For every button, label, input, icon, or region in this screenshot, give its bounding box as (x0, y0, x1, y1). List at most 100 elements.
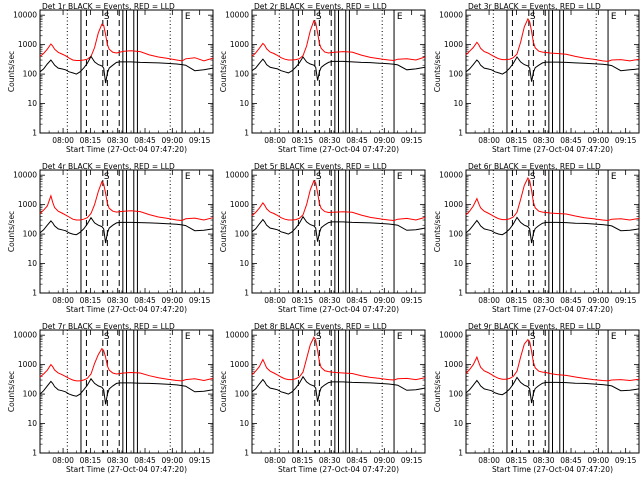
series-line-events (465, 56, 640, 82)
y-axis-label: Counts/sec (219, 371, 228, 412)
x-tick-label: 08:00 (264, 136, 286, 145)
start-marker-label: S (530, 12, 536, 22)
y-tick-label: 10 (27, 99, 37, 108)
series-line-lld (39, 23, 214, 62)
x-tick-label: 08:00 (52, 296, 74, 305)
y-tick-label: 1 (458, 449, 463, 458)
start-marker-label: S (104, 12, 110, 22)
series-line-lld (39, 180, 214, 222)
end-marker-label: E (611, 172, 617, 182)
y-tick-label: 10000 (225, 11, 249, 20)
x-tick-label: 09:15 (401, 456, 423, 465)
x-tick-label: 08:15 (292, 456, 314, 465)
x-tick-label: 08:45 (134, 136, 156, 145)
panel-det-4r: Det 4r BLACK = Events, RED = LLD 1 10 100 10… (7, 162, 214, 314)
y-tick-label: 100 (23, 70, 38, 79)
y-tick-label: 100 (449, 390, 464, 399)
series-line-events (465, 376, 640, 404)
end-marker-label: E (185, 332, 191, 342)
panel-title: Det 6r BLACK = Events, RED = LLD (468, 162, 601, 171)
y-tick-label: 1000 (18, 200, 37, 209)
y-tick-label: 1 (244, 289, 249, 298)
y-tick-label: 10000 (225, 331, 249, 340)
x-axis-label: Start Time (27-Oct-04 07:47:20) (492, 305, 613, 314)
panel-det-1r: Det 1r BLACK = Events, RED = LLD 1 10 100 10… (7, 2, 214, 154)
x-tick-label: 08:30 (533, 136, 555, 145)
y-tick-label: 1000 (444, 200, 463, 209)
series-line-events (251, 215, 426, 242)
x-tick-label: 08:15 (80, 456, 102, 465)
y-tick-label: 10 (453, 259, 463, 268)
y-tick-label: 10 (239, 259, 249, 268)
start-marker-label: S (104, 172, 110, 182)
x-axis-label: Start Time (27-Oct-04 07:47:20) (492, 145, 613, 154)
y-axis-label: Counts/sec (219, 211, 228, 252)
x-tick-label: 09:00 (374, 456, 396, 465)
x-tick-label: 08:30 (533, 296, 555, 305)
panel-det-9r: Det 9r BLACK = Events, RED = LLD 1 10 100 10… (433, 322, 640, 474)
y-tick-label: 1000 (18, 360, 37, 369)
y-axis-label: Counts/sec (433, 371, 442, 412)
start-marker-label: S (530, 172, 536, 182)
x-tick-label: 09:00 (588, 456, 610, 465)
panel-title: Det 3r BLACK = Events, RED = LLD (468, 2, 601, 11)
series-line-lld (251, 179, 426, 222)
x-tick-label: 08:30 (107, 456, 129, 465)
x-axis-label: Start Time (27-Oct-04 07:47:20) (278, 465, 399, 474)
y-tick-label: 100 (23, 230, 38, 239)
x-tick-label: 08:00 (52, 136, 74, 145)
x-tick-label: 09:00 (374, 136, 396, 145)
panel-det-5r: Det 5r BLACK = Events, RED = LLD 1 10 100 10… (219, 162, 426, 314)
y-axis-label: Counts/sec (219, 51, 228, 92)
y-tick-label: 1 (32, 449, 37, 458)
x-tick-label: 08:30 (533, 456, 555, 465)
y-tick-label: 10 (453, 419, 463, 428)
x-axis-label: Start Time (27-Oct-04 07:47:20) (278, 305, 399, 314)
end-marker-label: E (397, 332, 403, 342)
x-tick-label: 08:15 (292, 296, 314, 305)
x-tick-label: 08:30 (319, 456, 341, 465)
series-line-lld (465, 338, 640, 382)
start-marker-label: S (316, 332, 322, 342)
y-tick-label: 100 (235, 230, 250, 239)
y-tick-label: 10 (453, 99, 463, 108)
y-tick-label: 10000 (13, 171, 37, 180)
y-tick-label: 10 (239, 419, 249, 428)
end-marker-label: E (397, 12, 403, 22)
x-tick-label: 08:15 (506, 296, 528, 305)
start-marker-label: S (316, 172, 322, 182)
y-tick-label: 10000 (225, 171, 249, 180)
y-tick-label: 1 (32, 289, 37, 298)
x-tick-label: 08:15 (292, 136, 314, 145)
x-tick-label: 08:45 (346, 136, 368, 145)
panel-title: Det 9r BLACK = Events, RED = LLD (468, 322, 601, 331)
y-tick-label: 100 (449, 230, 464, 239)
x-tick-label: 08:45 (560, 136, 582, 145)
series-line-lld (465, 17, 640, 62)
y-tick-label: 10000 (439, 11, 463, 20)
start-marker-label: S (104, 332, 110, 342)
panel-title: Det 5r BLACK = Events, RED = LLD (254, 162, 387, 171)
series-line-events (251, 375, 426, 402)
end-marker-label: E (185, 172, 191, 182)
x-tick-label: 09:15 (615, 296, 637, 305)
x-tick-label: 09:00 (588, 296, 610, 305)
y-tick-label: 1000 (230, 360, 249, 369)
y-axis-label: Counts/sec (7, 51, 16, 92)
panel-title: Det 2r BLACK = Events, RED = LLD (254, 2, 387, 11)
x-tick-label: 09:15 (401, 296, 423, 305)
x-tick-label: 08:15 (80, 296, 102, 305)
end-marker-label: E (397, 172, 403, 182)
y-tick-label: 1 (244, 129, 249, 138)
series-line-events (251, 56, 426, 81)
series-line-events (465, 216, 640, 244)
y-tick-label: 1 (244, 449, 249, 458)
end-marker-label: E (611, 332, 617, 342)
x-tick-label: 08:00 (478, 136, 500, 145)
panel-title: Det 4r BLACK = Events, RED = LLD (42, 162, 175, 171)
end-marker-label: E (185, 12, 191, 22)
y-tick-label: 1000 (18, 40, 37, 49)
y-tick-label: 10 (27, 419, 37, 428)
y-tick-label: 100 (235, 390, 250, 399)
y-tick-label: 10000 (13, 11, 37, 20)
